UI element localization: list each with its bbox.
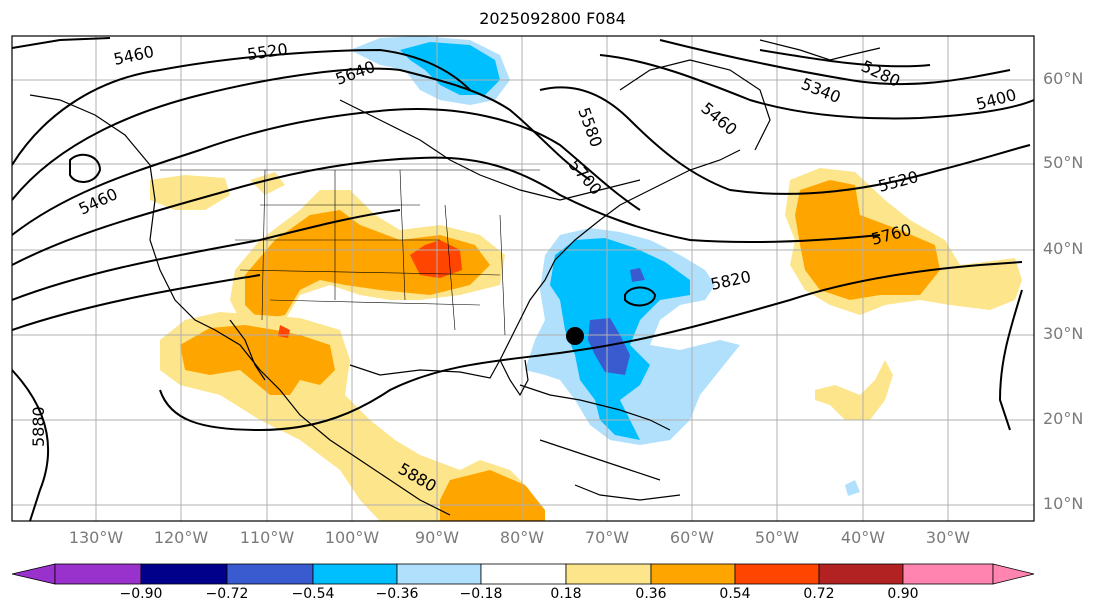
- contour-label: 5520: [876, 167, 920, 196]
- contour-label: 5340: [799, 74, 844, 107]
- contour-label: 5820: [709, 267, 753, 294]
- contour-label: 5880: [29, 406, 48, 447]
- colorbar-segment: [396, 563, 482, 585]
- lat-label: 40°N: [1043, 239, 1084, 258]
- lon-label: 70°W: [584, 528, 630, 547]
- contour-label: 5700: [565, 155, 606, 198]
- lon-label: 90°W: [414, 528, 460, 547]
- height-contours: [12, 37, 1034, 521]
- colorbar-segment: [11, 563, 56, 585]
- lat-label: 60°N: [1043, 69, 1084, 88]
- colorbar-tick-label: 0.36: [635, 586, 667, 602]
- colorbar-segment: [992, 563, 1035, 585]
- colorbar-tick-label: 0.72: [803, 586, 835, 602]
- lat-label: 50°N: [1043, 153, 1084, 172]
- colorbar-segment: [54, 563, 142, 585]
- colorbar-segment: [140, 563, 228, 585]
- lon-label: 110°W: [239, 528, 295, 547]
- lon-label: 130°W: [68, 528, 124, 547]
- colorbar-tick-label: −0.72: [205, 586, 249, 602]
- storm-marker: [566, 327, 584, 345]
- colorbar-segment: [902, 563, 994, 585]
- lat-label: 10°N: [1043, 494, 1084, 513]
- colorbar-segment: [565, 563, 652, 585]
- colorbar: [11, 563, 1035, 585]
- colorbar-tick-label: −0.90: [119, 586, 163, 602]
- contour-label: 5460: [697, 99, 740, 140]
- map-frame: [11, 35, 1035, 522]
- lon-label: 60°W: [669, 528, 715, 547]
- contour-label: 5580: [574, 105, 606, 150]
- lat-label: 30°N: [1043, 324, 1084, 343]
- colorbar-tick-label: 0.18: [550, 586, 582, 602]
- gridlines: [12, 36, 1034, 521]
- colorbar-tick-label: −0.18: [459, 586, 503, 602]
- colorbar-tick-label: 0.54: [719, 586, 751, 602]
- contour-label: 5520: [246, 39, 289, 63]
- colorbar-segment: [734, 563, 820, 585]
- colorbar-tick-label: 0.90: [887, 586, 919, 602]
- contour-label: 5460: [76, 184, 121, 218]
- colorbar-tick-label: −0.36: [375, 586, 419, 602]
- colorbar-tick-label: −0.54: [291, 586, 335, 602]
- lon-label: 30°W: [925, 528, 971, 547]
- contour-label: 5640: [333, 57, 378, 89]
- coastlines: [29, 39, 881, 516]
- state-borders: [160, 169, 540, 336]
- colorbar-segment: [818, 563, 904, 585]
- lon-label: 120°W: [153, 528, 209, 547]
- contour-label: 5280: [858, 56, 903, 90]
- lon-label: 100°W: [324, 528, 380, 547]
- contour-label: 5460: [112, 42, 156, 69]
- colorbar-segment: [226, 563, 314, 585]
- lon-label: 50°W: [754, 528, 800, 547]
- lon-label: 40°W: [840, 528, 886, 547]
- figure-title: 2025092800 F084: [479, 9, 626, 28]
- lon-label: 80°W: [499, 528, 545, 547]
- colorbar-segment: [650, 563, 736, 585]
- lat-label: 20°N: [1043, 409, 1084, 428]
- colorbar-segment: [312, 563, 398, 585]
- colorbar-segment: [480, 563, 567, 585]
